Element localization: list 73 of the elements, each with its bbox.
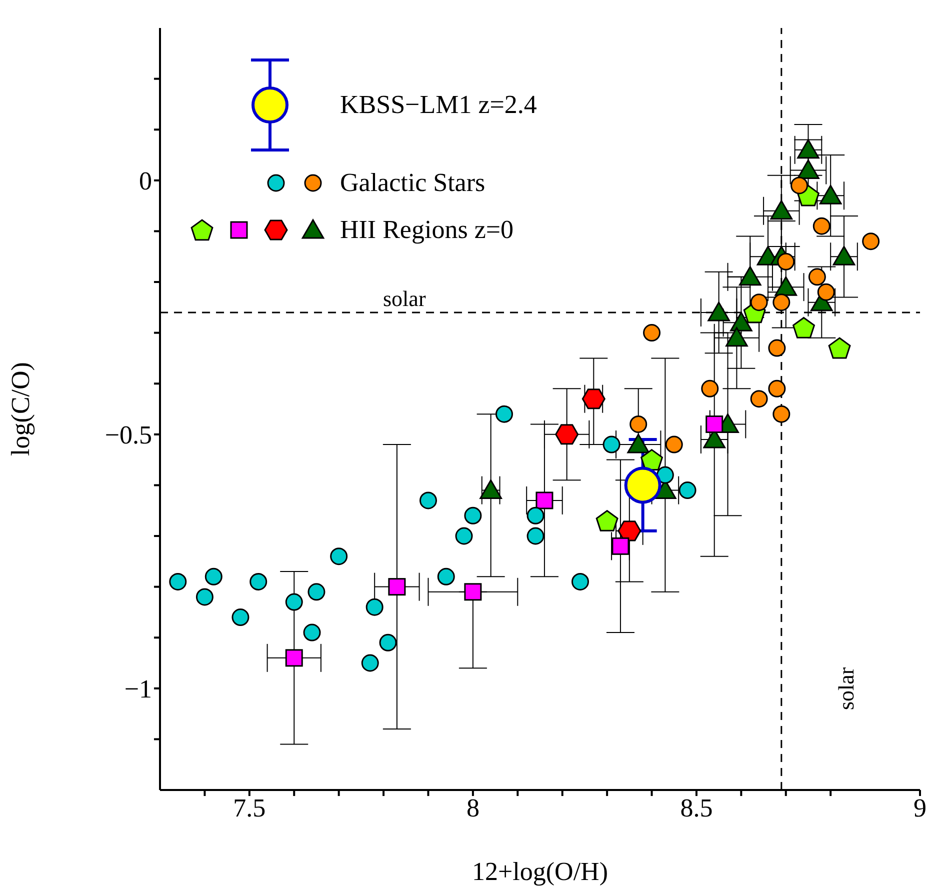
point (701, 380, 719, 398)
y-tick-label: −0.5 (104, 420, 152, 450)
point (526, 506, 544, 524)
point (464, 506, 482, 524)
point (790, 176, 808, 194)
point (555, 424, 579, 445)
point (768, 380, 786, 398)
point (232, 608, 250, 626)
point (596, 510, 618, 532)
point (602, 436, 620, 454)
point (204, 568, 222, 586)
point (770, 200, 793, 220)
point (361, 654, 379, 672)
point (678, 482, 696, 500)
y-tick-label: −1 (124, 674, 152, 704)
x-tick-label: 9 (914, 793, 926, 822)
point (250, 572, 268, 590)
point (828, 337, 851, 359)
point (627, 434, 650, 454)
point (437, 568, 455, 586)
point (708, 302, 730, 322)
point (792, 316, 815, 338)
y-tick-label: 0 (139, 166, 152, 196)
point (819, 184, 842, 204)
point (643, 324, 661, 342)
point (624, 466, 662, 504)
legend-label: HII Regions z=0 (340, 215, 514, 244)
point (777, 252, 795, 270)
point (768, 339, 786, 357)
point (862, 232, 880, 250)
point (308, 583, 326, 601)
x-tick-label: 8.5 (680, 793, 713, 822)
point (330, 548, 348, 566)
ref-line-label: solar (383, 286, 426, 312)
point (797, 139, 820, 159)
point (812, 217, 830, 235)
point (772, 405, 790, 423)
point (379, 634, 397, 652)
point (618, 520, 642, 542)
point (480, 480, 502, 500)
point (526, 527, 544, 545)
point (738, 266, 762, 286)
point (808, 268, 826, 286)
point (640, 449, 663, 470)
point (774, 276, 798, 296)
point (571, 572, 589, 590)
point (419, 492, 437, 510)
point (169, 572, 187, 590)
point (797, 159, 820, 179)
legend-label: KBSS−LM1 z=2.4 (340, 90, 537, 119)
ref-line-label: solar (833, 666, 858, 710)
y-axis-title: log(C/O) (6, 362, 36, 456)
x-tick-label: 8 (466, 793, 480, 822)
point (630, 415, 648, 433)
point (772, 294, 790, 312)
point (750, 294, 768, 312)
point (665, 436, 683, 454)
point (726, 327, 748, 347)
point (196, 588, 214, 606)
point (285, 593, 303, 611)
point (817, 283, 835, 301)
point (303, 624, 321, 642)
point (750, 390, 768, 408)
x-tick-label: 7.5 (233, 793, 266, 822)
point (366, 598, 384, 616)
x-axis-title: 12+log(O/H) (472, 857, 608, 886)
legend-label: Galactic Stars (340, 168, 486, 197)
point (582, 388, 606, 410)
point (495, 405, 513, 423)
point (730, 312, 752, 332)
point (656, 466, 674, 484)
point (455, 527, 473, 545)
point (832, 246, 856, 266)
